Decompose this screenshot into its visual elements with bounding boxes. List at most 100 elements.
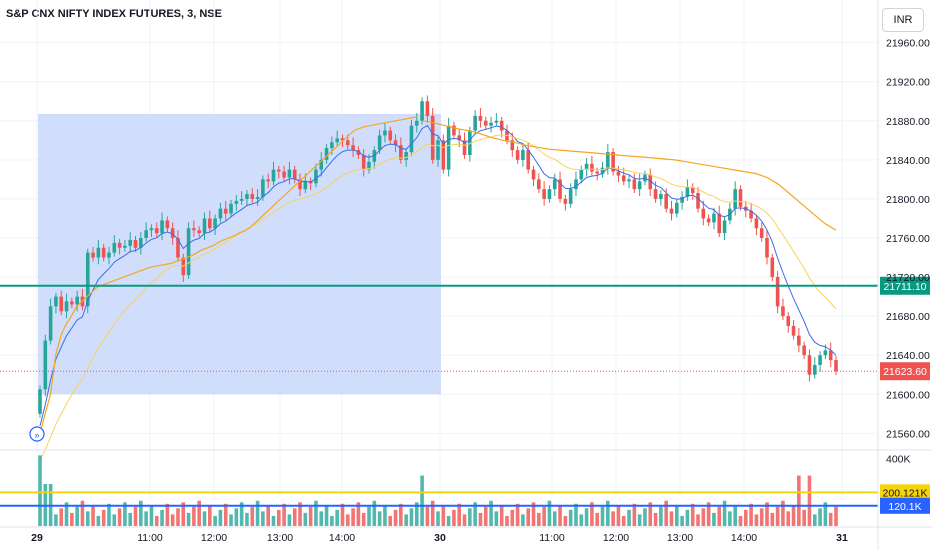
support-line-label-bg [880,276,930,295]
volume-bar [738,515,743,526]
volume-bar [781,500,785,526]
candle-body [457,135,462,141]
candle-body [781,306,785,317]
candle-body [510,140,515,151]
currency-button[interactable]: INR [882,8,924,32]
candle-body [107,252,111,258]
candle-body [70,301,74,305]
candle-body [377,135,382,151]
volume-bar [632,503,637,526]
volume-bar [521,514,525,526]
candle-body [324,148,329,160]
volume-bar [669,511,674,526]
volume-bar [765,502,769,526]
volume-bar [165,503,170,526]
candle-body [462,140,467,155]
x-tick-label: 14:00 [329,532,355,544]
volume-bar [510,509,515,526]
horizontal-lines[interactable]: 21711.10 21623.60 » [0,276,930,442]
volume-bar [59,508,64,526]
volume-bar [616,505,621,526]
candle-body [531,169,536,180]
volume-bar [181,502,186,526]
candle-body [834,360,838,372]
volume-bar [404,514,408,526]
candle-body [807,355,812,375]
chart-title: S&P CNX NIFTY INDEX FUTURES, 3, NSE [6,8,222,20]
volume-bar [149,505,154,526]
candle-body [330,142,334,149]
volume-bar [637,514,642,526]
volume-bar [250,506,255,526]
candle-body [542,189,546,199]
candle-body [282,171,286,178]
volume-bar [786,511,791,526]
volume-bar [367,506,371,526]
y-tick-label: 21880.00 [886,116,930,128]
candle-body [797,335,801,346]
volume-bar [584,508,589,526]
candle-body [117,242,122,248]
volume-bar [627,509,631,526]
candle-body [436,140,440,160]
candle-body [701,208,706,219]
vwap-line-day2 [422,120,837,231]
candle-body [277,169,281,172]
volume-bar [706,502,711,526]
candle-body [558,179,562,199]
volume-bar [144,511,148,526]
candle-body [271,169,276,182]
candle-body [738,189,743,207]
x-tick-label: 12:00 [201,532,227,544]
volume-bar [154,515,159,526]
volume-bar [505,515,509,526]
candle-body [563,198,568,204]
volume-bar [659,506,663,526]
y-tick-label: 21600.00 [886,389,930,401]
candle-body [154,228,159,234]
candle-body [685,187,690,197]
volume-bar [547,500,552,526]
candle-body [812,364,817,375]
candle-body [802,345,806,356]
volume-bar [696,514,700,526]
candle-body [653,189,658,199]
candle-body [648,174,653,190]
volume-bar [664,500,668,526]
volume-bar [330,515,334,526]
volume-bar [414,502,419,526]
y-tick-label: 21840.00 [886,155,930,167]
candle-body [123,245,127,248]
candle-body [393,140,398,146]
x-tick-label: 30 [434,532,446,544]
candle-body [176,238,180,258]
volume-bar [223,503,228,526]
volume-bar [828,512,833,526]
volume-bar [590,502,594,526]
volume-bar [277,509,281,526]
candle-body [675,202,679,214]
candle-body [91,252,95,258]
y-tick-label: 21960.00 [886,38,930,50]
candle-body [319,159,324,170]
volume-bar [85,511,90,526]
candle-body [335,138,339,143]
volume-bar [473,502,477,526]
candle-body [494,120,499,123]
volume-bar [478,512,483,526]
volume-bar [797,475,801,526]
candle-body [632,179,637,190]
candle-body [483,120,488,126]
volume-bar [483,506,488,526]
volume-bar [420,475,424,526]
candle-body [292,169,297,180]
candle-body [690,187,695,194]
candle-body [261,179,265,197]
last-price-label-bg [880,362,930,381]
volume-bar [733,505,737,526]
volume-bar [287,514,292,526]
volume-bar [775,506,780,526]
candle-body [521,150,525,160]
volume-bar [712,512,716,526]
